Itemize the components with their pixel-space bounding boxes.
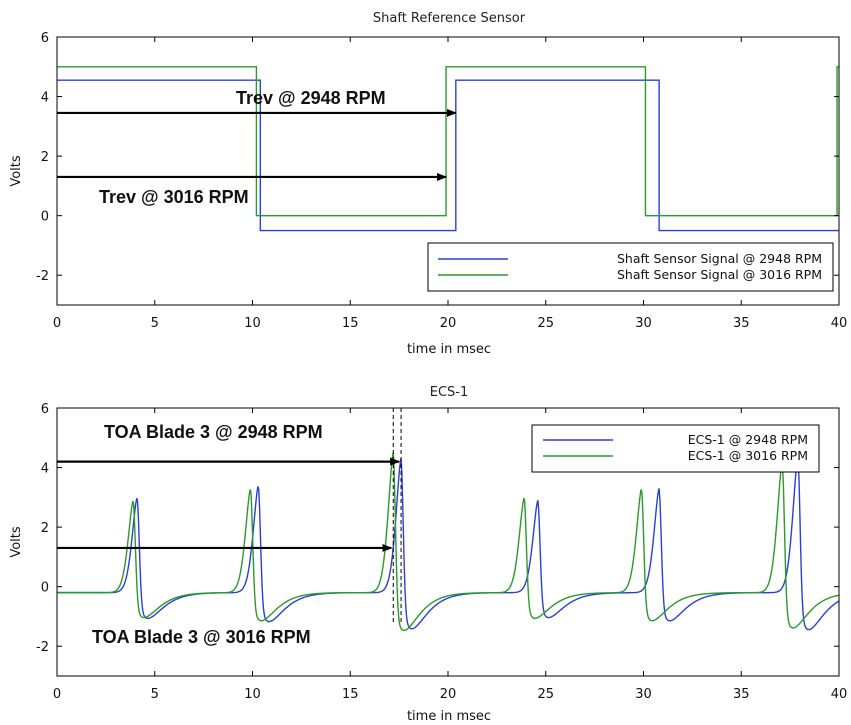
x-tick-label: 5 <box>151 687 159 702</box>
x-tick-label: 25 <box>537 687 554 702</box>
x-tick-label: 30 <box>635 687 652 702</box>
series-line-0 <box>57 456 839 631</box>
annotation-label: Trev @ 3016 RPM <box>99 187 249 207</box>
y-tick-label: 0 <box>41 210 49 225</box>
x-tick-label: 40 <box>831 316 848 331</box>
legend-box <box>531 424 820 473</box>
legend: ECS-1 @ 2948 RPM ECS-1 @ 3016 RPM <box>531 424 820 473</box>
x-tick-label: 40 <box>831 687 848 702</box>
legend-label-3016: ECS-1 @ 3016 RPM <box>688 448 808 463</box>
annotation-layer: TOA Blade 3 @ 2948 RPM TOA Blade 3 @ 3016… <box>57 422 401 647</box>
series-layer <box>57 408 839 632</box>
y-tick-label: -2 <box>36 640 49 655</box>
y-tick-label: 2 <box>41 521 49 536</box>
y-tick-label: 0 <box>41 581 49 596</box>
annotation-label: TOA Blade 3 @ 3016 RPM <box>92 627 311 647</box>
series-layer <box>57 66 839 232</box>
x-tick-label: 0 <box>53 316 61 331</box>
legend-label-2948: Shaft Sensor Signal @ 2948 RPM <box>617 251 822 266</box>
chart-title: Shaft Reference Sensor <box>373 11 526 26</box>
x-axis-label: time in msec <box>407 342 491 357</box>
chart-title: ECS-1 <box>430 385 469 400</box>
x-tick-label: 0 <box>53 687 61 702</box>
y-tick-label: 2 <box>41 150 49 165</box>
series-line-1 <box>57 66 839 217</box>
y-tick-label: 6 <box>41 402 49 417</box>
series-group <box>57 66 839 232</box>
x-tick-label: 30 <box>635 316 652 331</box>
y-tick-label: 4 <box>41 462 49 477</box>
legend-label-3016: Shaft Sensor Signal @ 3016 RPM <box>617 267 822 282</box>
y-axis-label: Volts <box>9 526 24 558</box>
series-line-0 <box>57 79 839 232</box>
x-tick-label: 10 <box>244 687 261 702</box>
x-tick-label: 20 <box>440 316 457 331</box>
series-line-1 <box>57 452 839 632</box>
x-tick-label: 15 <box>342 687 359 702</box>
x-tick-label: 20 <box>440 687 457 702</box>
chart-shaft-reference: Shaft Reference Sensor 0 5 10 15 20 25 30 35 406… <box>9 11 847 357</box>
x-tick-label: 5 <box>151 316 159 331</box>
annotation-layer: Trev @ 2948 RPM Trev @ 3016 RPM <box>57 88 457 207</box>
annotation-label: TOA Blade 3 @ 2948 RPM <box>104 422 323 442</box>
y-tick-label: -2 <box>36 269 49 284</box>
legend-label-2948: ECS-1 @ 2948 RPM <box>688 432 808 447</box>
series-group <box>57 452 839 632</box>
x-tick-label: 35 <box>733 316 750 331</box>
legend-box <box>427 242 834 292</box>
legend: Shaft Sensor Signal @ 2948 RPM Shaft Sen… <box>427 242 834 292</box>
x-tick-label: 35 <box>733 687 750 702</box>
annotation-label: Trev @ 2948 RPM <box>236 88 386 108</box>
y-axis-label: Volts <box>9 155 24 187</box>
x-tick-label: 15 <box>342 316 359 331</box>
x-tick-label: 10 <box>244 316 261 331</box>
y-tick-label: 6 <box>41 31 49 46</box>
y-tick-label: 4 <box>41 91 49 106</box>
x-tick-label: 25 <box>537 316 554 331</box>
x-axis-label: time in msec <box>407 709 491 724</box>
